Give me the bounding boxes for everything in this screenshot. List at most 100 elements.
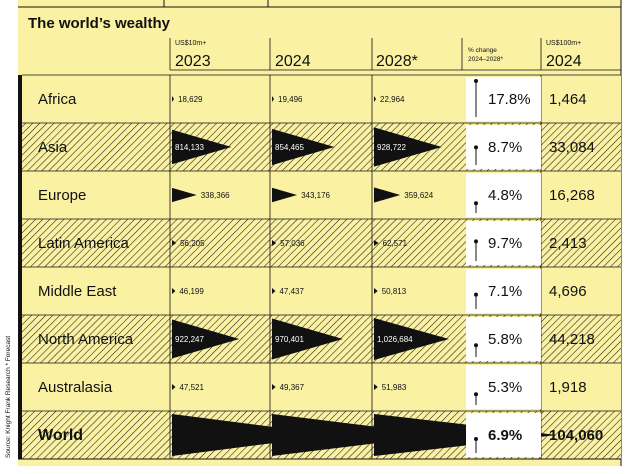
bar-v2024 bbox=[272, 128, 335, 166]
bar-v2024 bbox=[272, 384, 276, 390]
bar-v2028 bbox=[374, 240, 379, 246]
table-rows: Africa 18,629 19,496 22,964 17.8% 1,464 Asia 81… bbox=[18, 74, 621, 460]
source-note: Source: Knight Frank Research * Forecast bbox=[5, 336, 12, 458]
pct-label: 6.9% bbox=[488, 427, 522, 444]
header-label-0: 2023 bbox=[175, 53, 211, 70]
value-label-v2024: 19,496 bbox=[278, 95, 303, 104]
header-unit-4: US$100m+ bbox=[546, 40, 581, 47]
value-label-v2023: 2,243,300 bbox=[180, 428, 251, 445]
value-label-v2028: 22,964 bbox=[380, 95, 405, 104]
bar-v2024 bbox=[272, 288, 276, 294]
bar-v2023 bbox=[172, 96, 174, 102]
bar-v2024 bbox=[272, 96, 274, 102]
row-marker bbox=[18, 315, 22, 363]
bar-v2024 bbox=[272, 318, 343, 360]
pct-panel bbox=[466, 365, 541, 409]
pct-dot bbox=[474, 201, 478, 206]
bar-v2028 bbox=[374, 318, 449, 360]
bar-v2028 bbox=[374, 384, 378, 390]
bar-v2023 bbox=[172, 384, 176, 390]
bar-v2023 bbox=[172, 187, 197, 203]
bar-v2023 bbox=[172, 288, 176, 294]
table-row: Middle East 46,199 47,437 50,813 7.1% 4,696 bbox=[18, 266, 621, 315]
ultra-value: 4,696 bbox=[549, 283, 587, 300]
pct-dot bbox=[474, 343, 478, 348]
value-label-v2024: 2,341,378 bbox=[280, 428, 351, 445]
row-marker bbox=[18, 123, 22, 171]
header-label-2: 2028* bbox=[376, 53, 418, 70]
ultra-value: 104,060 bbox=[549, 427, 603, 444]
bar-v2023 bbox=[172, 414, 336, 456]
value-label-v2028: 928,722 bbox=[377, 143, 406, 152]
region-label: World bbox=[38, 427, 83, 444]
value-label-v2024: 854,465 bbox=[275, 143, 304, 152]
pct-dot bbox=[474, 437, 478, 442]
value-label-v2028: 359,624 bbox=[404, 191, 433, 200]
bar-v2028 bbox=[374, 96, 376, 102]
region-label: Middle East bbox=[38, 283, 117, 300]
pct-label: 8.7% bbox=[488, 139, 522, 156]
value-label-v2028: 62,571 bbox=[383, 239, 408, 248]
pct-dot bbox=[474, 79, 478, 83]
value-label-v2028: 50,813 bbox=[382, 287, 407, 296]
table-row: Australasia 47,521 49,367 51,983 5.3% 1,918 bbox=[18, 362, 621, 411]
table-row: Latin America 56,205 57,036 62,571 9.7% 2,413 bbox=[18, 218, 621, 267]
table-row: North America 922,247 970,401 1,026,684 5.8%… bbox=[18, 314, 621, 363]
bar-v2028 bbox=[374, 288, 378, 294]
value-label-v2024: 57,036 bbox=[280, 239, 305, 248]
bar-v2024 bbox=[272, 240, 277, 246]
value-label-v2028: 51,983 bbox=[382, 383, 407, 392]
region-label: Europe bbox=[38, 187, 86, 204]
value-label-v2023: 922,247 bbox=[175, 335, 204, 344]
region-label: Australasia bbox=[38, 379, 113, 396]
row-marker bbox=[18, 171, 22, 219]
table-row: Europe 338,366 343,176 359,624 4.8% 16,268 bbox=[18, 170, 621, 219]
value-label-v2024: 343,176 bbox=[301, 191, 330, 200]
region-label: North America bbox=[38, 331, 134, 348]
pct-panel bbox=[466, 125, 541, 169]
ultra-value: 33,084 bbox=[549, 139, 595, 156]
bar-v2023 bbox=[172, 319, 240, 359]
column-headers: US$10m+ 2023 2024 2028* % change 2024–2028* US… bbox=[169, 38, 621, 71]
bar-v2028 bbox=[374, 414, 557, 456]
ultra-value: 44,218 bbox=[549, 331, 595, 348]
pct-panel bbox=[466, 269, 541, 313]
row-marker bbox=[18, 363, 22, 411]
bar-v2023 bbox=[172, 240, 177, 246]
header-label-4: 2024 bbox=[546, 53, 582, 70]
ultra-value: 2,413 bbox=[549, 235, 587, 252]
value-label-v2028: 2,503,361 bbox=[382, 428, 453, 445]
header-unit-0: US$10m+ bbox=[175, 40, 206, 47]
pct-label: 4.8% bbox=[488, 187, 522, 204]
ultra-value: 1,918 bbox=[549, 379, 587, 396]
value-label-v2024: 49,367 bbox=[280, 383, 305, 392]
value-label-v2023: 338,366 bbox=[201, 191, 230, 200]
header-unit-pct: % change 2024–2028* bbox=[468, 47, 504, 63]
row-marker bbox=[18, 219, 22, 267]
pct-label: 9.7% bbox=[488, 235, 522, 252]
pct-panel bbox=[466, 317, 541, 361]
value-label-v2023: 46,199 bbox=[179, 287, 204, 296]
value-label-v2024: 970,401 bbox=[275, 335, 304, 344]
ultra-value: 16,268 bbox=[549, 187, 595, 204]
value-label-v2023: 56,205 bbox=[180, 239, 205, 248]
table-row: Africa 18,629 19,496 22,964 17.8% 1,464 bbox=[18, 74, 621, 123]
table-row: Asia 814,133 854,465 928,722 8.7% 33,084 bbox=[18, 122, 621, 171]
pct-label: 5.3% bbox=[488, 379, 522, 396]
pct-dot bbox=[474, 292, 478, 297]
header-label-1: 2024 bbox=[275, 53, 311, 70]
pct-dot bbox=[474, 392, 478, 397]
pct-panel bbox=[466, 173, 541, 217]
pct-panel bbox=[466, 221, 541, 265]
bar-v2028 bbox=[374, 187, 401, 203]
region-label: Latin America bbox=[38, 235, 130, 252]
table-row: World 2,243,300 2,341,378 2,503,361 6.9% 104,… bbox=[18, 410, 621, 459]
row-marker bbox=[18, 267, 22, 315]
bar-v2024 bbox=[272, 187, 298, 203]
bar-v2024 bbox=[272, 414, 444, 456]
pct-dot bbox=[474, 239, 478, 244]
row-marker bbox=[18, 75, 22, 123]
chart-title: The world’s wealthy bbox=[28, 15, 171, 32]
